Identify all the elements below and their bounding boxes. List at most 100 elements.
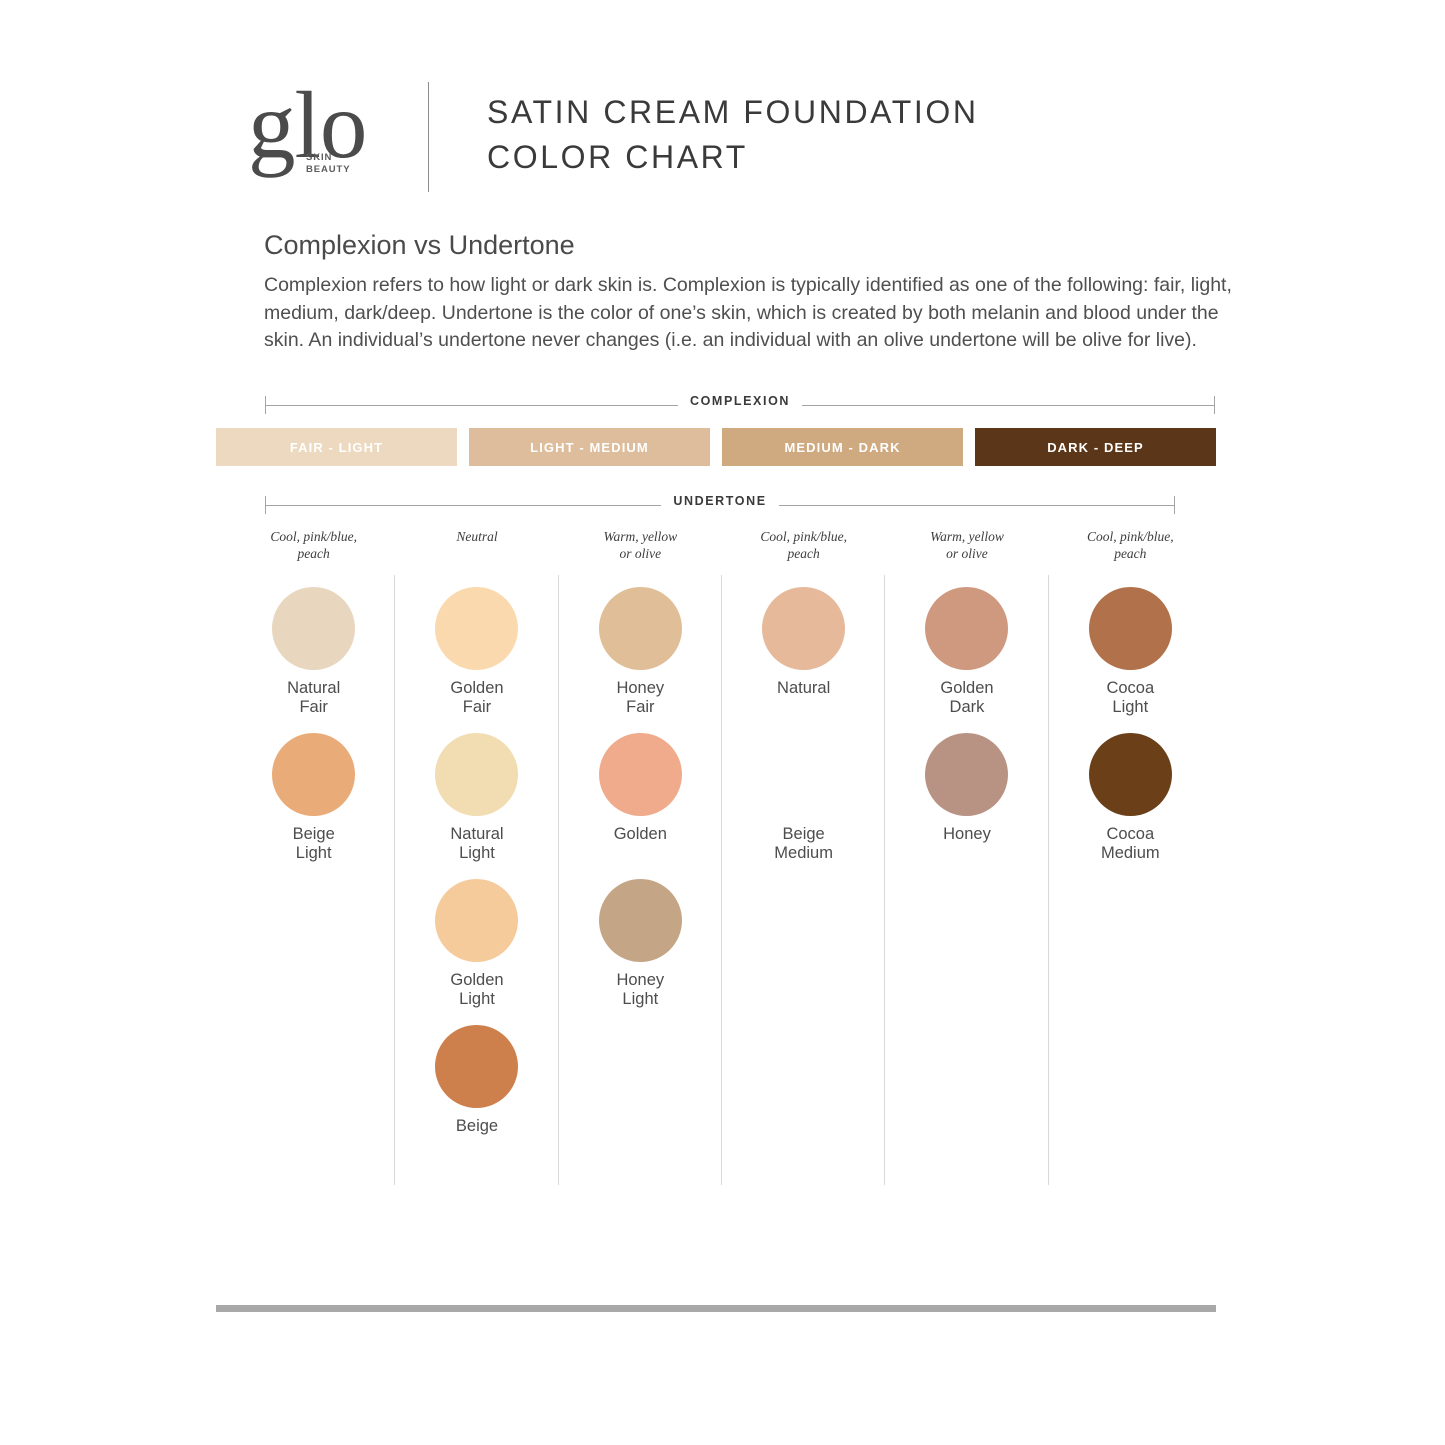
header-divider (428, 82, 429, 192)
color-swatch[interactable] (762, 587, 846, 670)
complexion-band-label: DARK - DEEP (1047, 439, 1144, 455)
complexion-band-3: MEDIUM - DARK (722, 428, 963, 466)
swatch-cell[interactable]: Natural Light (395, 721, 558, 867)
complexion-bands: FAIR - LIGHT LIGHT - MEDIUM MEDIUM - DARK D… (216, 428, 1216, 466)
bracket-rule-right (802, 404, 1215, 406)
shade-name-line2: Medium (1100, 844, 1160, 862)
shade-name: Natural Light (450, 825, 504, 862)
intro-heading: Complexion vs Undertone (264, 230, 575, 260)
shade-name: Golden Fair (450, 679, 504, 716)
shade-name-line2: Light (622, 990, 659, 1008)
color-swatch[interactable] (925, 733, 1009, 816)
swatch-column-3: Honey Fair Golden Honey Light (559, 575, 723, 1185)
undertone-header-line: Warm, yellow (603, 529, 678, 544)
page-title: SATIN CREAM FOUNDATION COLOR CHART (487, 78, 979, 180)
swatch-cell[interactable]: Golden Fair (395, 575, 558, 721)
color-swatch[interactable] (272, 587, 356, 670)
bracket-tick-right (1174, 496, 1175, 514)
logo-tagline-line1: SKIN (306, 152, 333, 163)
swatch-column-4: Natural Beige Medium (722, 575, 886, 1185)
shade-name-line2: Dark (949, 698, 985, 716)
color-swatch[interactable] (598, 587, 682, 670)
logo-wordmark: glo (248, 72, 367, 178)
shade-name-line2: Light (459, 990, 495, 1008)
swatch-column-1: Natural Fair Beige Light (232, 575, 396, 1185)
undertone-header-6: Cool, pink/blue, peach (1049, 528, 1212, 562)
undertone-header-1: Cool, pink/blue, peach (232, 528, 395, 562)
shade-name: Golden (613, 825, 667, 843)
page-title-line2: COLOR CHART (487, 139, 748, 175)
bracket-rule-right (778, 504, 1174, 506)
intro-body: Complexion refers to how light or dark s… (264, 274, 1232, 351)
swatch-column-6: Cocoa Light Cocoa Medium (1049, 575, 1212, 1159)
color-swatch[interactable] (1088, 733, 1172, 816)
shade-name-line2: Light (1112, 698, 1149, 716)
complexion-bracket: COMPLEXION (265, 388, 1216, 414)
undertone-header-line: Cool, pink/blue, (270, 529, 357, 544)
shade-name: Honey (943, 825, 991, 843)
color-swatch[interactable] (598, 879, 682, 962)
swatch-cell[interactable]: Beige Light (232, 721, 395, 867)
complexion-band-1: FAIR - LIGHT (216, 428, 457, 466)
swatch-cell[interactable]: Golden Light (395, 867, 558, 1013)
shade-name: Beige (455, 1117, 499, 1135)
swatch-column-5: Golden Dark Honey (885, 575, 1049, 1185)
shade-name: Beige Light (292, 825, 335, 862)
swatch-cell[interactable]: Cocoa Light (1049, 575, 1212, 721)
undertone-headers: Cool, pink/blue, peach Neutral Warm, yellow… (232, 528, 1212, 562)
complexion-band-4: DARK - DEEP (975, 428, 1216, 466)
swatch-cell[interactable]: Beige (395, 1013, 558, 1159)
bracket-rule-left (266, 504, 662, 506)
brand-logo: glo SKIN BEAUTY (248, 78, 400, 190)
shade-name-line2: Fair (299, 698, 328, 716)
color-swatch[interactable] (598, 733, 682, 816)
undertone-header-line: peach (1114, 546, 1147, 561)
color-swatch[interactable] (762, 733, 845, 816)
shade-name: Beige Medium (774, 825, 833, 862)
color-swatch[interactable] (272, 733, 356, 816)
undertone-header-line: Cool, pink/blue, (760, 529, 847, 544)
swatch-cell[interactable]: Golden Dark (885, 575, 1048, 721)
shade-name: Golden Dark (940, 679, 994, 716)
bracket-tick-left (265, 396, 266, 414)
complexion-band-label: LIGHT - MEDIUM (530, 439, 649, 455)
swatch-cell[interactable]: Honey Light (559, 867, 722, 1013)
swatch-cell[interactable]: Cocoa Medium (1049, 721, 1212, 867)
swatch-cell[interactable]: Honey Fair (559, 575, 722, 721)
color-swatch[interactable] (435, 587, 519, 670)
color-swatch[interactable] (1088, 587, 1172, 670)
shade-name: Honey Fair (616, 679, 665, 716)
shade-name-line2: Fair (626, 698, 655, 716)
color-swatch[interactable] (925, 587, 1009, 670)
page-title-line1: SATIN CREAM FOUNDATION (487, 94, 979, 130)
complexion-band-label: MEDIUM - DARK (784, 439, 901, 455)
color-swatch[interactable] (435, 1025, 519, 1108)
undertone-header-line: peach (787, 546, 820, 561)
shade-name-line2: Light (295, 844, 332, 862)
undertone-header-line: peach (297, 546, 330, 561)
swatch-cell[interactable]: Golden (559, 721, 722, 867)
shade-name: Cocoa Medium (1100, 825, 1160, 862)
bracket-tick-left (265, 496, 266, 514)
swatch-grid: Natural Fair Beige Light Golden Fair Natural Li… (232, 575, 1212, 1185)
shade-name-line2: Fair (462, 698, 492, 716)
undertone-header-line: or olive (619, 546, 662, 561)
shade-name: Natural (777, 679, 831, 697)
swatch-cell[interactable]: Natural Fair (232, 575, 395, 721)
swatch-column-2: Golden Fair Natural Light Golden Light Beige (395, 575, 559, 1185)
undertone-header-line: Warm, yellow (930, 529, 1004, 544)
undertone-header-4: Cool, pink/blue, peach (722, 528, 885, 562)
color-swatch[interactable] (435, 879, 519, 962)
undertone-bracket-label: UNDERTONE (673, 494, 767, 508)
undertone-header-3: Warm, yellow or olive (559, 528, 722, 562)
swatch-cell[interactable]: Natural (722, 575, 885, 721)
bracket-rule-left (266, 404, 678, 406)
color-swatch[interactable] (435, 733, 519, 816)
logo-tagline-line2: BEAUTY (306, 164, 351, 175)
shade-name: Honey Light (616, 971, 665, 1008)
swatch-cell[interactable]: Beige Medium (722, 721, 885, 867)
complexion-bracket-label: COMPLEXION (689, 394, 791, 408)
swatch-cell[interactable]: Honey (885, 721, 1048, 867)
undertone-header-line: or olive (946, 546, 988, 561)
